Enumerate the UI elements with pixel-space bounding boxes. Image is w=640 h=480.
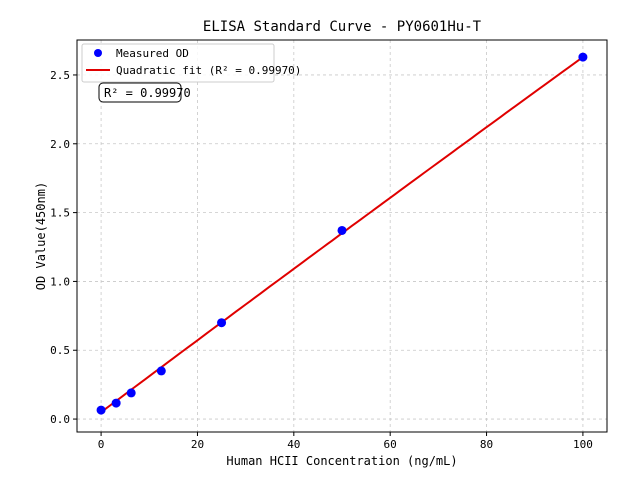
y-tick-label: 2.0 [50, 138, 70, 151]
x-tick-label: 40 [287, 438, 300, 451]
ticks: 0 20 40 60 80 100 0.0 0.5 1.0 1.5 2.0 2.5 [50, 69, 593, 451]
points-group [96, 52, 588, 415]
r2-annotation: R² = 0.99970 [98, 82, 191, 103]
legend-label-measured: Measured OD [116, 47, 189, 60]
x-tick-label: 0 [98, 438, 105, 451]
legend-marker-measured [94, 49, 102, 57]
grid [77, 40, 607, 432]
y-tick-label: 1.0 [50, 275, 70, 288]
r2-annotation-text: R² = 0.99970 [104, 86, 191, 100]
y-tick-label: 0.5 [50, 344, 70, 357]
chart-title: ELISA Standard Curve - PY0601Hu-T [203, 19, 482, 35]
legend: Measured OD Quadratic fit (R² = 0.99970) [81, 43, 301, 83]
x-tick-label: 20 [191, 438, 204, 451]
data-point [217, 318, 227, 328]
x-tick-label: 60 [384, 438, 397, 451]
x-axis-label: Human HCII Concentration (ng/mL) [226, 454, 457, 468]
plot-frame [76, 39, 608, 433]
y-tick-label: 0.0 [50, 413, 70, 426]
data-point [156, 366, 166, 376]
x-tick-label: 80 [480, 438, 493, 451]
data-point [111, 398, 121, 408]
data-point [578, 52, 588, 62]
y-tick-label: 1.5 [50, 207, 70, 220]
data-point [126, 388, 136, 398]
data-point [96, 405, 106, 415]
x-tick-label: 100 [573, 438, 593, 451]
y-tick-label: 2.5 [50, 69, 70, 82]
legend-label-fit: Quadratic fit (R² = 0.99970) [116, 64, 301, 77]
y-axis-label: OD Value(450nm) [34, 182, 48, 290]
data-point [337, 225, 347, 235]
